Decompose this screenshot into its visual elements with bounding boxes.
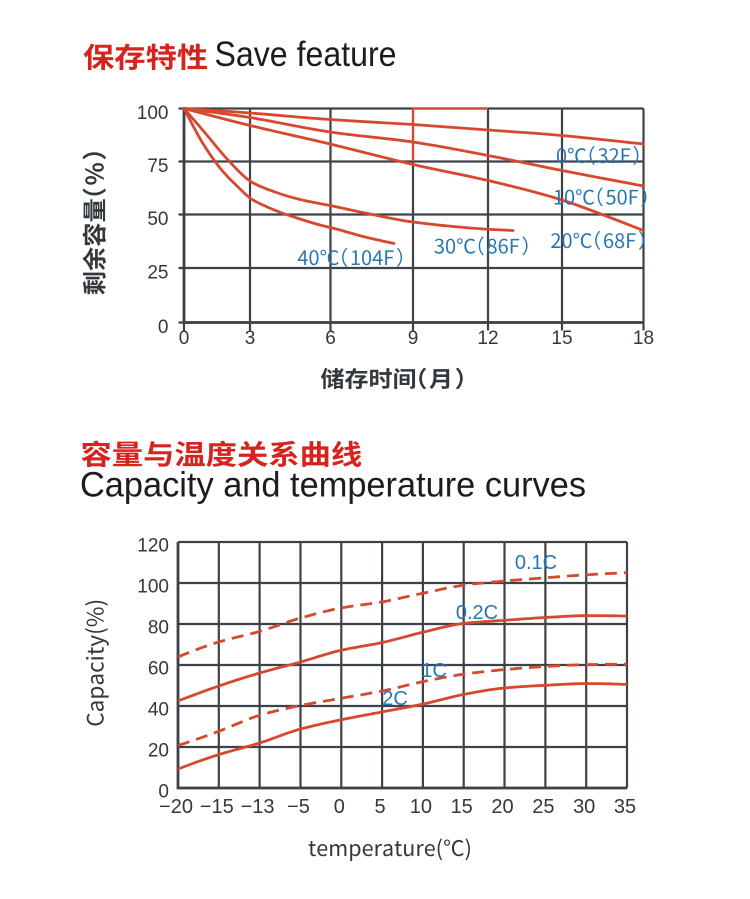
svg-text:50: 50: [147, 209, 168, 230]
svg-text:25: 25: [532, 796, 554, 818]
svg-text:30: 30: [573, 796, 595, 818]
svg-text:−20: −20: [159, 796, 193, 818]
svg-text:25: 25: [147, 262, 168, 283]
svg-text:20: 20: [148, 741, 169, 762]
svg-text:15: 15: [451, 796, 473, 818]
svg-text:40: 40: [148, 700, 169, 721]
svg-text:0: 0: [158, 317, 169, 338]
svg-text:0: 0: [179, 328, 190, 349]
svg-text:75: 75: [147, 156, 168, 177]
svg-text:0: 0: [158, 782, 169, 803]
svg-text:3: 3: [245, 328, 256, 349]
svg-text:15: 15: [551, 328, 572, 349]
svg-text:−15: −15: [200, 796, 234, 818]
svg-text:80: 80: [148, 618, 169, 639]
svg-text:2C: 2C: [382, 688, 408, 710]
svg-text:100: 100: [137, 577, 169, 598]
svg-text:0.1C: 0.1C: [515, 552, 557, 574]
svg-text:120: 120: [137, 536, 169, 557]
svg-text:35: 35: [614, 796, 636, 818]
svg-text:100: 100: [137, 103, 169, 124]
svg-text:6: 6: [325, 328, 336, 349]
svg-text:0: 0: [334, 796, 345, 818]
svg-text:5: 5: [375, 796, 386, 818]
svg-text:Save feature: Save feature: [215, 35, 397, 74]
svg-text:−5: −5: [287, 796, 310, 818]
svg-text:20: 20: [491, 796, 513, 818]
svg-text:9: 9: [408, 328, 419, 349]
svg-text:12: 12: [477, 328, 498, 349]
svg-text:10: 10: [410, 796, 432, 818]
svg-text:18: 18: [633, 328, 654, 349]
svg-text:0.2C: 0.2C: [456, 602, 498, 624]
svg-text:Capacity and temperature curve: Capacity and temperature curves: [80, 466, 586, 505]
svg-text:60: 60: [148, 659, 169, 680]
svg-text:−13: −13: [241, 796, 275, 818]
svg-text:1C: 1C: [421, 660, 447, 682]
